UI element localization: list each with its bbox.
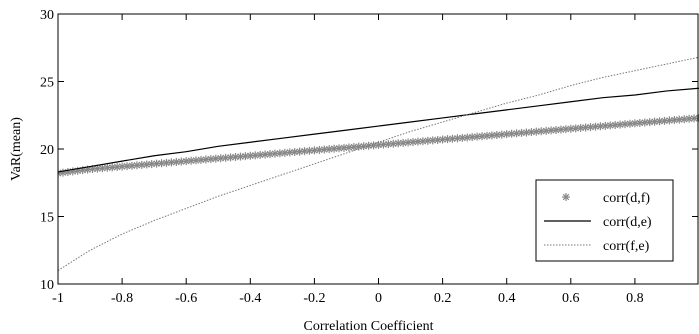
y-tick-label: 25	[40, 76, 54, 91]
series-corr-f-e-line	[58, 56, 699, 271]
legend-marker	[562, 193, 570, 201]
data-point	[695, 113, 699, 122]
y-tick-label: 20	[40, 143, 54, 158]
x-tick-label: -0.6	[175, 291, 197, 306]
x-tick-label: -0.8	[111, 291, 133, 306]
series-corr-d-e-line	[58, 87, 699, 173]
x-tick-label: -0.2	[303, 291, 325, 306]
x-tick-label: 0.6	[562, 291, 580, 306]
x-tick-label: -0.4	[239, 291, 261, 306]
legend-label: corr(f,e)	[603, 239, 650, 254]
x-tick-label: 0.2	[434, 291, 452, 306]
y-tick-label: 30	[40, 8, 54, 23]
x-tick-label: 0.8	[626, 291, 644, 306]
x-tick-label: -1	[52, 291, 64, 306]
axes: -1 -0.8 -0.6 -0.4 -0.2 0 0.2 0.4 0.6 0.8 10 15 20 25 3…	[9, 8, 699, 334]
y-axis-label: VaR(mean)	[9, 117, 24, 181]
legend-label: corr(d,f)	[603, 191, 650, 206]
x-axis-label: Correlation Coefficient	[304, 319, 434, 334]
legend-item: corr(d,f)	[562, 191, 650, 206]
legend-item: corr(d,e)	[544, 215, 652, 230]
series-corr-d-f	[58, 113, 699, 178]
legend: corr(d,f) corr(d,e) corr(f,e)	[535, 179, 674, 262]
x-tick-label: 0.4	[498, 291, 516, 306]
y-tick-label: 10	[40, 278, 54, 293]
legend-item: corr(f,e)	[544, 239, 650, 254]
x-tick-label: 0	[375, 291, 382, 306]
legend-label: corr(d,e)	[603, 215, 652, 230]
plot-area	[58, 56, 699, 271]
y-tick-label: 15	[40, 211, 54, 226]
